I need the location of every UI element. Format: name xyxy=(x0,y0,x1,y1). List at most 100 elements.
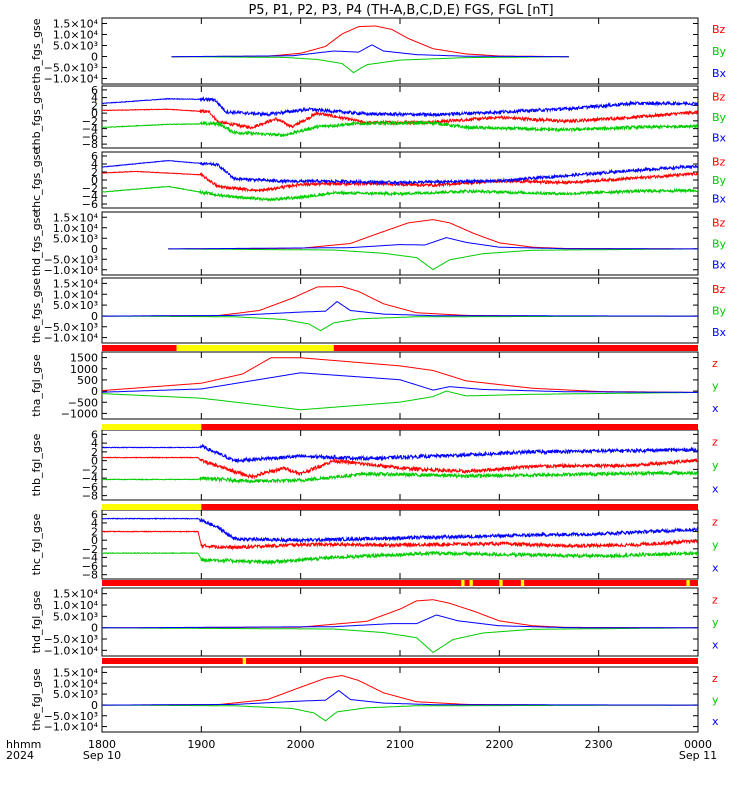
status-bar-mode-segment xyxy=(520,580,525,586)
y-tick-label: 6 xyxy=(91,428,98,441)
series-line-z xyxy=(102,357,698,393)
time-tick-label: 1800 xyxy=(88,738,116,751)
y-tick-label: 5.0×10³ xyxy=(53,232,98,245)
y-tick-label: 6 xyxy=(91,150,98,163)
y-tick-label: 4 xyxy=(91,158,98,171)
y-tick-label: −5.0×10³ xyxy=(44,710,98,723)
y-tick-label: −4 xyxy=(82,190,98,203)
y-tick-label: −6 xyxy=(82,198,98,211)
series-line-z xyxy=(102,674,698,706)
time-tick-date: Sep 10 xyxy=(83,749,121,762)
plot-frame xyxy=(101,666,699,733)
y-tick-label: 1.5×10⁴ xyxy=(53,211,99,224)
y-tick-label: −2 xyxy=(82,543,98,556)
status-bar xyxy=(102,580,698,586)
time-tick-date: Sep 11 xyxy=(679,749,717,762)
y-tick-label: −6 xyxy=(82,130,98,143)
series-line-Bz xyxy=(102,108,698,130)
legend-entry: Bz xyxy=(712,23,726,36)
y-tick-label: 0 xyxy=(91,699,98,712)
y-tick-label: 2 xyxy=(91,446,98,459)
legend-entry: x xyxy=(712,715,719,728)
y-tick-label: 500 xyxy=(77,374,98,387)
series-line-x xyxy=(102,689,698,706)
y-tick-label: 1.5×10⁴ xyxy=(53,588,99,601)
y-tick-label: 2 xyxy=(91,99,98,112)
y-tick-label: 4 xyxy=(91,437,98,450)
y-tick-label: 6 xyxy=(91,508,98,521)
legend-entry: y xyxy=(712,539,719,552)
y-axis-label: the_fgs_gse xyxy=(30,278,43,343)
y-tick-label: 6 xyxy=(91,84,98,97)
y-tick-label: 0 xyxy=(91,310,98,323)
legend-entry: By xyxy=(712,45,727,58)
y-axis-label: thd_fgs_gse xyxy=(30,211,43,277)
time-axis-label-top: hhmm xyxy=(6,738,41,751)
status-bar-mode-segment xyxy=(461,580,465,586)
y-tick-label: 2 xyxy=(91,166,98,179)
status-bar-mode-segment xyxy=(102,504,202,510)
y-tick-label: −5.0×10³ xyxy=(44,633,98,646)
y-tick-label: 5.0×10³ xyxy=(53,688,98,701)
series-line-Bz xyxy=(102,170,698,193)
y-tick-label: −4 xyxy=(82,551,98,564)
series-line-x xyxy=(102,614,698,629)
time-tick-label: 0000 xyxy=(684,738,712,751)
time-axis-label-bottom: 2024 xyxy=(6,749,34,762)
plot-frame xyxy=(101,17,699,85)
legend-entry: y xyxy=(712,459,719,472)
legend-entry: By xyxy=(712,238,727,251)
panel-thd_fgs_gse: 1.5×10⁴1.0×10⁴5.0×10³0−5.0×10³−1.0×10⁴th… xyxy=(30,211,727,277)
series-line-y xyxy=(102,627,698,654)
time-tick-label: 2300 xyxy=(585,738,613,751)
status-bar xyxy=(102,424,698,430)
y-tick-label: −5.0×10³ xyxy=(44,253,98,266)
status-bar-mode-segment xyxy=(242,658,247,664)
y-tick-label: −1.0×10⁴ xyxy=(44,73,99,86)
legend-entry: x xyxy=(712,562,719,575)
legend-entry: Bz xyxy=(712,217,726,230)
series-line-Bx xyxy=(102,96,698,118)
y-tick-label: −1.0×10⁴ xyxy=(44,721,99,734)
plot-frame xyxy=(101,587,699,657)
series-line-By xyxy=(102,315,698,332)
legend-entry: By xyxy=(712,305,727,318)
series-line-x xyxy=(102,372,698,393)
time-tick-label: 2100 xyxy=(386,738,414,751)
y-tick-label: 1.5×10⁴ xyxy=(53,666,99,679)
legend-entry: Bz xyxy=(712,283,726,296)
y-tick-label: 1.0×10⁴ xyxy=(53,222,99,235)
series-line-y xyxy=(102,469,698,485)
status-bar-fill xyxy=(102,580,698,586)
y-tick-label: 1.0×10⁴ xyxy=(53,288,99,301)
y-tick-label: 0 xyxy=(91,385,98,398)
legend-entry: z xyxy=(712,672,718,685)
series-line-y xyxy=(102,550,698,566)
status-bar xyxy=(102,658,698,664)
panel-the_fgs_gse: 1.5×10⁴1.0×10⁴5.0×10³0−5.0×10³−1.0×10⁴th… xyxy=(30,277,727,344)
series-line-Bx xyxy=(102,300,698,317)
y-tick-label: −2 xyxy=(82,182,98,195)
figure-title: P5, P1, P2, P3, P4 (TH-A,B,C,D,E) FGS, F… xyxy=(248,3,553,18)
y-tick-label: 1000 xyxy=(70,363,98,376)
y-tick-label: 1.0×10⁴ xyxy=(53,599,99,612)
y-tick-label: 4 xyxy=(91,92,98,105)
series-line-Bx xyxy=(102,159,698,186)
y-tick-label: 1.5×10⁴ xyxy=(53,277,99,290)
plot-frame xyxy=(101,277,699,344)
legend-entry: y xyxy=(712,616,719,629)
legend-entry: z xyxy=(712,593,718,606)
legend-entry: z xyxy=(712,357,718,370)
legend-entry: z xyxy=(712,516,718,529)
legend-entry: Bx xyxy=(712,259,727,272)
legend-entry: Bx xyxy=(712,193,727,206)
y-tick-label: −1.0×10⁴ xyxy=(44,332,99,345)
y-axis-label: the_fgl_gse xyxy=(30,668,43,731)
y-tick-label: 5.0×10³ xyxy=(53,610,98,623)
series-line-y xyxy=(102,704,698,722)
series-line-y xyxy=(102,390,698,411)
